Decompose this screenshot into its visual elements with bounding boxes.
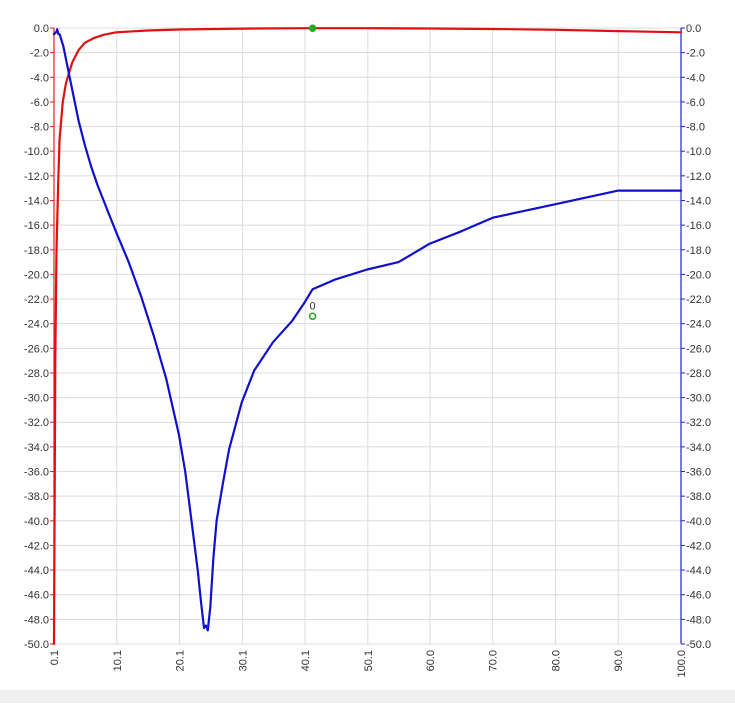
- y-tick-label-left: -44.0: [24, 565, 49, 577]
- y-tick-label-left: -14.0: [24, 195, 49, 207]
- y-tick-label-right: -16.0: [686, 220, 711, 232]
- marker-label: 0: [310, 300, 316, 312]
- y-tick-label-left: -42.0: [24, 540, 49, 552]
- series-line-1: [52, 28, 683, 632]
- y-tick-label-right: 0.0: [686, 23, 701, 35]
- y-tick-label-left: -50.0: [24, 639, 49, 651]
- y-tick-label-right: -46.0: [686, 590, 711, 602]
- y-tick-label-right: -40.0: [686, 516, 711, 528]
- y-tick-label-left: -36.0: [24, 467, 49, 479]
- axes: 0.0 0.0 -2.0 -2.0 -4.0 -4.0 -6.0 -6.0 -8.0 -8.0 -1…: [24, 23, 711, 678]
- series: [52, 27, 683, 646]
- y-tick-label-right: -36.0: [686, 467, 711, 479]
- x-tick-label: 30.1: [237, 650, 249, 671]
- y-tick-label-right: -12.0: [686, 171, 711, 183]
- y-tick-label-right: -4.0: [686, 72, 705, 84]
- y-tick-label-right: -50.0: [686, 639, 711, 651]
- x-tick-label: 80.0: [550, 650, 562, 671]
- x-tick-label: 60.0: [425, 650, 437, 671]
- y-tick-label-right: -24.0: [686, 319, 711, 331]
- y-tick-label-right: -26.0: [686, 343, 711, 355]
- y-tick-label-left: -32.0: [24, 417, 49, 429]
- x-tick-label: 0.1: [49, 650, 61, 665]
- x-tick-label: 10.1: [112, 650, 124, 671]
- y-tick-label-left: -38.0: [24, 491, 49, 503]
- x-tick-label: 50.1: [363, 650, 375, 671]
- y-tick-label-right: -22.0: [686, 294, 711, 306]
- x-tick-label: 70.0: [488, 650, 500, 671]
- y-tick-label-left: -28.0: [24, 368, 49, 380]
- y-tick-label-left: -46.0: [24, 590, 49, 602]
- y-tick-label-right: -42.0: [686, 540, 711, 552]
- y-tick-label-right: -6.0: [686, 97, 705, 109]
- x-tick-label: 90.0: [613, 650, 625, 671]
- markers: 0: [308, 24, 317, 321]
- y-tick-label-right: -48.0: [686, 614, 711, 626]
- y-tick-label-right: -14.0: [686, 195, 711, 207]
- y-tick-label-right: -32.0: [686, 417, 711, 429]
- y-tick-label-left: -20.0: [24, 269, 49, 281]
- y-tick-label-left: -26.0: [24, 343, 49, 355]
- y-tick-label-left: -34.0: [24, 442, 49, 454]
- y-tick-label-left: -2.0: [30, 48, 49, 60]
- y-tick-label-right: -28.0: [686, 368, 711, 380]
- y-tick-label-left: -4.0: [30, 72, 49, 84]
- y-tick-label-right: -44.0: [686, 565, 711, 577]
- y-tick-label-right: -2.0: [686, 48, 705, 60]
- data-marker: [308, 312, 317, 321]
- y-tick-label-right: -30.0: [686, 393, 711, 405]
- y-tick-label-left: -6.0: [30, 97, 49, 109]
- status-strip: [0, 690, 735, 703]
- y-tick-label-left: -48.0: [24, 614, 49, 626]
- y-tick-label-left: -22.0: [24, 294, 49, 306]
- grid: [53, 27, 682, 645]
- y-tick-label-left: -24.0: [24, 319, 49, 331]
- y-tick-label-left: 0.0: [34, 23, 49, 35]
- y-tick-label-right: -34.0: [686, 442, 711, 454]
- data-marker: [308, 24, 317, 32]
- y-tick-label-left: -8.0: [30, 122, 49, 134]
- y-tick-label-left: -16.0: [24, 220, 49, 232]
- y-tick-label-left: -10.0: [24, 146, 49, 158]
- y-tick-label-left: -30.0: [24, 393, 49, 405]
- y-tick-label-left: -12.0: [24, 171, 49, 183]
- x-tick-label: 40.1: [300, 650, 312, 671]
- y-tick-label-right: -38.0: [686, 491, 711, 503]
- y-tick-label-right: -8.0: [686, 122, 705, 134]
- y-tick-label-right: -20.0: [686, 269, 711, 281]
- y-tick-label-left: -18.0: [24, 245, 49, 257]
- y-tick-label-left: -40.0: [24, 516, 49, 528]
- y-tick-label-right: -10.0: [686, 146, 711, 158]
- x-tick-label: 20.1: [175, 650, 187, 671]
- y-tick-label-right: -18.0: [686, 245, 711, 257]
- series-line-0: [52, 27, 683, 646]
- x-tick-label: 100.0: [676, 650, 688, 678]
